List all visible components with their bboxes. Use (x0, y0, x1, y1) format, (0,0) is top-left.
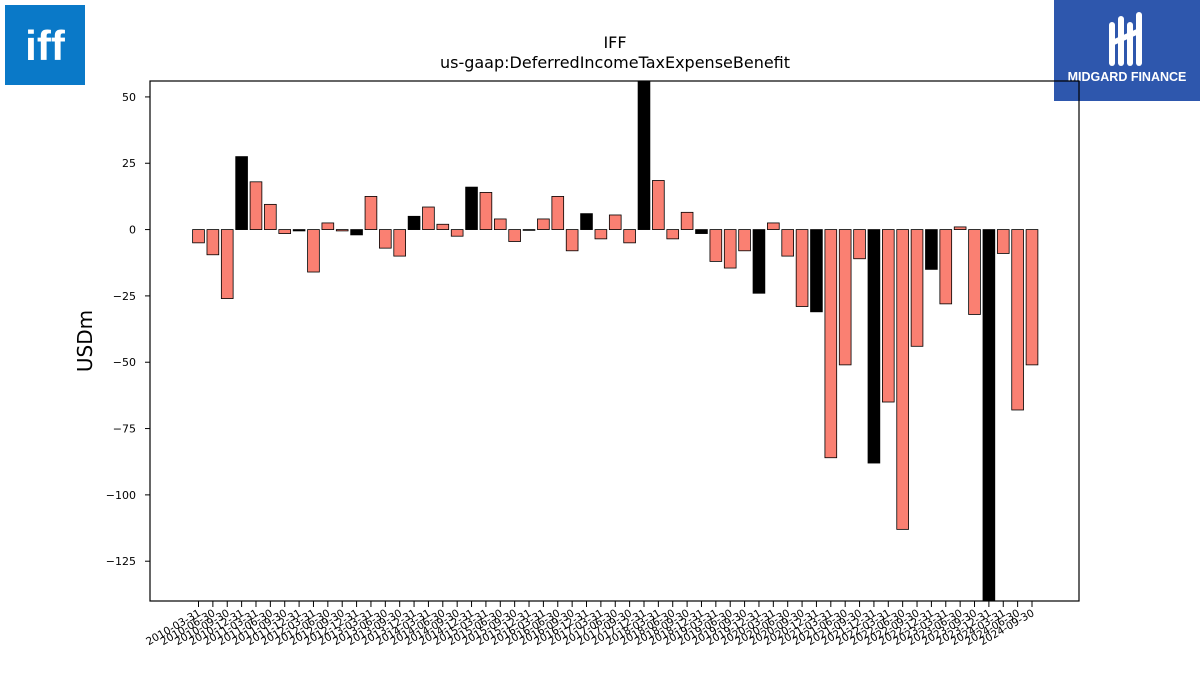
bar-2011-03-31 (249, 181, 263, 230)
bar-2014-09-30 (450, 229, 464, 237)
bar-2013-12-31 (407, 215, 421, 230)
bar-2017-12-31 (637, 80, 651, 230)
bar-2018-09-30 (680, 211, 694, 230)
iff-logo: iff (5, 5, 85, 85)
plot-frame (149, 80, 1080, 602)
bar-2023-12-31 (982, 229, 996, 602)
bar-2021-03-31 (824, 229, 838, 459)
bar-2022-03-31 (882, 229, 895, 403)
iff-logo-text: iff (25, 22, 66, 69)
midgard-emblem-icon (1109, 12, 1142, 66)
bar-2020-12-31 (810, 229, 823, 313)
bar-2021-12-31 (867, 229, 881, 464)
bar-2017-03-31 (594, 229, 608, 240)
bar-2014-12-31 (465, 186, 478, 230)
bar-2014-06-30 (436, 223, 450, 230)
bar-2019-06-30 (723, 229, 737, 269)
y-tick-label: −125 (106, 555, 136, 568)
bar-2013-06-30 (379, 229, 392, 249)
bar-2018-06-30 (666, 229, 680, 240)
bar-2022-09-30 (910, 229, 924, 347)
bars-layer (192, 80, 1039, 602)
y-tick-label: −50 (113, 356, 136, 369)
chart-title: IFF (603, 33, 626, 52)
bar-2015-06-30 (493, 218, 507, 230)
bar-2014-03-31 (422, 206, 435, 230)
bar-2011-12-31 (292, 229, 306, 232)
bar-2023-03-31 (939, 229, 953, 305)
bar-2015-03-31 (479, 192, 493, 230)
bar-2022-06-30 (896, 229, 909, 530)
bar-2023-06-30 (953, 226, 967, 230)
y-axis-label: USDm (73, 310, 97, 372)
bar-2019-03-31 (709, 229, 723, 262)
y-tick-label: 0 (129, 224, 136, 237)
bar-2013-03-31 (364, 196, 378, 230)
y-tick-label: −100 (106, 489, 136, 502)
chart-subtitle: us-gaap:DeferredIncomeTaxExpenseBenefit (440, 53, 790, 72)
bar-2018-12-31 (695, 229, 708, 234)
bar-2010-09-30 (220, 229, 234, 299)
x-axis: 2010-03-312010-06-302010-09-302010-12-31… (144, 601, 1037, 648)
bar-2020-03-31 (767, 222, 780, 230)
bar-2022-12-31 (925, 229, 938, 270)
bar-2010-12-31 (235, 156, 248, 230)
bar-2012-09-30 (335, 229, 349, 232)
bar-2019-09-30 (738, 229, 751, 252)
bar-2021-06-30 (838, 229, 852, 366)
bar-2016-12-31 (580, 213, 593, 230)
bar-2017-09-30 (623, 229, 636, 244)
bar-2011-09-30 (278, 229, 292, 234)
bar-2021-09-30 (853, 229, 866, 260)
bar-2019-12-31 (752, 229, 766, 294)
y-tick-label: 50 (122, 91, 136, 104)
bar-2010-03-31 (192, 229, 205, 244)
y-tick-label: −25 (113, 290, 136, 303)
bar-2016-03-31 (537, 218, 550, 230)
midgard-finance-logo: MIDGARD FINANCE (1054, 0, 1200, 101)
bar-2010-06-30 (206, 229, 220, 256)
bar-2024-03-31 (996, 229, 1010, 254)
bar-2013-09-30 (393, 229, 406, 257)
bar-2024-09-30 (1025, 229, 1039, 366)
bar-2017-06-30 (608, 214, 622, 230)
bar-2012-12-31 (350, 229, 363, 236)
bar-2024-06-30 (1011, 229, 1024, 411)
bar-2015-09-30 (508, 229, 521, 242)
y-tick-label: −75 (113, 423, 136, 436)
bar-2023-09-30 (968, 229, 981, 315)
bar-2015-12-31 (522, 229, 536, 231)
bar-2020-09-30 (795, 229, 809, 307)
bar-2016-09-30 (565, 229, 579, 252)
y-axis: 50 25 0 −25 −50 −75 −100 −125 (106, 91, 150, 568)
y-tick-label: 25 (122, 157, 136, 170)
bar-2011-06-30 (264, 203, 277, 230)
midgard-logo-text: MIDGARD FINANCE (1068, 70, 1187, 84)
bar-2012-03-31 (307, 229, 320, 273)
bar-2016-06-30 (551, 196, 565, 230)
bar-2018-03-31 (652, 180, 665, 230)
bar-2012-06-30 (321, 222, 335, 230)
bar-2020-06-30 (781, 229, 794, 257)
